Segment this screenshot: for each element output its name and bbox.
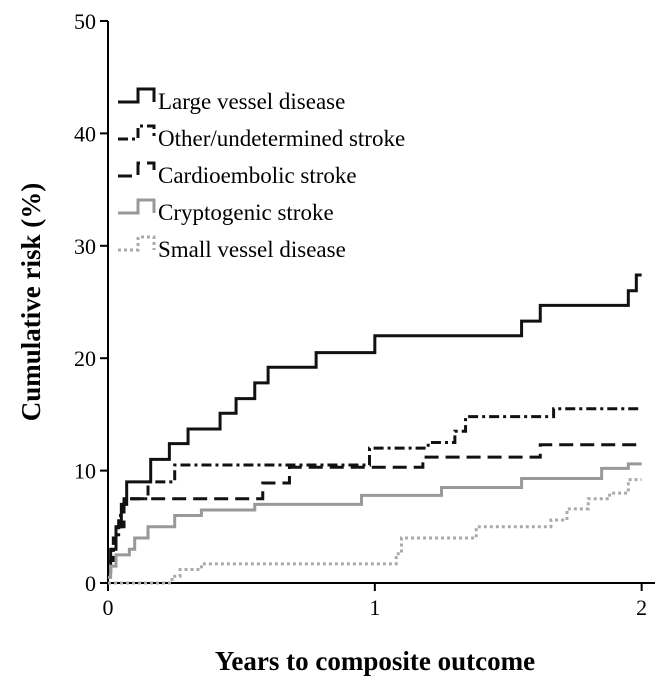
legend-swatch — [118, 198, 156, 215]
x-tick-label: 0 — [103, 595, 114, 620]
y-axis-label: Cumulative risk (%) — [16, 183, 46, 422]
y-tick-label: 20 — [74, 346, 96, 371]
legend-label: Large vessel disease — [158, 89, 345, 114]
legend-label: Small vessel disease — [158, 237, 346, 262]
y-tick-label: 0 — [85, 571, 96, 596]
legend-swatch — [118, 161, 156, 178]
legend-swatch — [118, 235, 156, 252]
y-tick-label: 30 — [74, 234, 96, 259]
series-line — [108, 273, 642, 574]
x-tick-label: 2 — [636, 595, 647, 620]
series-line — [108, 478, 642, 585]
y-tick-label: 50 — [74, 9, 96, 34]
legend-label: Cardioembolic stroke — [158, 163, 357, 188]
y-tick-label: 40 — [74, 121, 96, 146]
legend-swatch — [118, 87, 156, 104]
x-tick-label: 1 — [369, 595, 380, 620]
legend-swatch — [118, 124, 156, 141]
legend-label: Cryptogenic stroke — [158, 200, 334, 225]
series-line — [108, 443, 642, 563]
x-axis-label: Years to composite outcome — [215, 646, 535, 676]
legend-label: Other/undetermined stroke — [158, 126, 405, 151]
series-line — [108, 462, 642, 579]
y-tick-label: 10 — [74, 459, 96, 484]
